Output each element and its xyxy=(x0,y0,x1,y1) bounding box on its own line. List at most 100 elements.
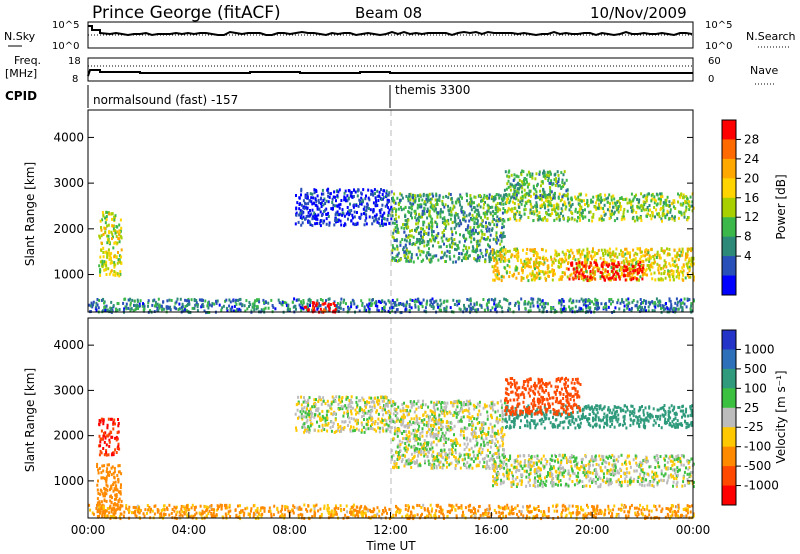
data-cell xyxy=(637,247,640,251)
data-cell xyxy=(318,207,321,211)
data-cell xyxy=(494,297,497,301)
data-cell xyxy=(653,253,656,257)
data-cell xyxy=(316,205,319,209)
data-cell xyxy=(605,263,608,267)
data-cell xyxy=(568,277,571,281)
data-cell xyxy=(486,302,489,306)
data-cell xyxy=(492,270,495,274)
data-cell xyxy=(463,244,466,248)
data-cell xyxy=(337,190,340,194)
data-cell xyxy=(639,216,642,220)
data-cell xyxy=(552,271,555,275)
data-cell xyxy=(495,193,498,196)
data-cell xyxy=(470,200,473,204)
data-cell xyxy=(508,259,511,263)
data-cell xyxy=(688,275,691,279)
data-cell xyxy=(646,515,649,519)
data-cell xyxy=(499,304,502,308)
data-cell xyxy=(557,265,560,269)
data-cell xyxy=(447,218,450,222)
data-cell xyxy=(407,235,410,239)
data-cell xyxy=(417,256,419,260)
data-cell xyxy=(423,220,426,224)
data-cell xyxy=(654,505,657,508)
data-cell xyxy=(542,217,545,220)
data-cell xyxy=(95,308,98,312)
data-cell xyxy=(400,226,403,230)
data-cell xyxy=(396,247,399,251)
data-cell xyxy=(431,207,434,211)
data-cell xyxy=(527,183,530,187)
data-cell xyxy=(372,507,375,511)
data-cell xyxy=(425,232,428,235)
data-cell xyxy=(668,204,671,208)
data-cell xyxy=(90,304,92,308)
data-cell xyxy=(502,275,505,279)
data-cell xyxy=(461,514,464,518)
data-cell xyxy=(558,257,561,261)
data-cell xyxy=(324,306,327,310)
data-cell xyxy=(628,269,631,273)
data-cell xyxy=(106,484,109,488)
data-cell xyxy=(680,250,683,254)
data-cell xyxy=(662,208,665,212)
data-cell xyxy=(623,264,626,268)
data-cell xyxy=(147,508,150,512)
data-cell xyxy=(417,305,420,309)
data-cell xyxy=(281,504,284,508)
data-cell xyxy=(509,182,512,186)
data-cell xyxy=(382,510,385,514)
data-cell xyxy=(520,173,523,177)
data-cell xyxy=(184,304,187,308)
data-cell xyxy=(119,260,121,264)
data-cell xyxy=(215,299,217,303)
data-cell xyxy=(423,212,426,216)
data-cell xyxy=(635,210,638,214)
data-cell xyxy=(203,510,206,514)
data-cell xyxy=(99,255,102,259)
data-cell xyxy=(600,214,603,218)
data-cell xyxy=(564,255,567,259)
data-cell xyxy=(250,507,253,511)
data-cell xyxy=(313,308,315,312)
data-cell xyxy=(418,504,421,508)
data-cell xyxy=(668,247,671,251)
data-cell xyxy=(448,511,451,515)
data-cell xyxy=(106,471,109,474)
data-cell xyxy=(315,303,318,306)
data-cell xyxy=(654,301,656,305)
data-cell xyxy=(612,508,615,512)
data-cell xyxy=(294,304,297,308)
data-cell xyxy=(340,223,343,227)
data-cell xyxy=(472,247,475,250)
data-cell xyxy=(571,263,574,267)
freq-right-tick-top: 60 xyxy=(708,56,721,67)
data-cell xyxy=(198,298,201,302)
data-cell xyxy=(586,252,589,255)
data-cell xyxy=(340,509,343,513)
data-cell xyxy=(588,279,591,283)
data-cell xyxy=(476,241,479,245)
data-cell xyxy=(325,207,328,211)
data-cell xyxy=(570,261,573,265)
data-cell xyxy=(616,272,619,275)
data-cell xyxy=(465,214,468,218)
data-cell xyxy=(628,273,631,277)
data-cell xyxy=(363,212,365,215)
data-cell xyxy=(682,263,685,267)
data-cell xyxy=(496,236,499,240)
data-cell xyxy=(527,170,530,174)
data-cell xyxy=(301,221,304,225)
data-cell xyxy=(566,192,569,196)
data-cell xyxy=(394,229,397,233)
data-cell xyxy=(285,303,288,307)
data-cell xyxy=(586,275,589,279)
data-cell xyxy=(483,202,486,206)
data-cell xyxy=(413,514,416,518)
data-cell xyxy=(238,511,241,515)
data-cell xyxy=(538,509,540,512)
data-cell xyxy=(334,307,337,311)
data-cell xyxy=(620,503,623,507)
data-cell xyxy=(367,509,370,513)
